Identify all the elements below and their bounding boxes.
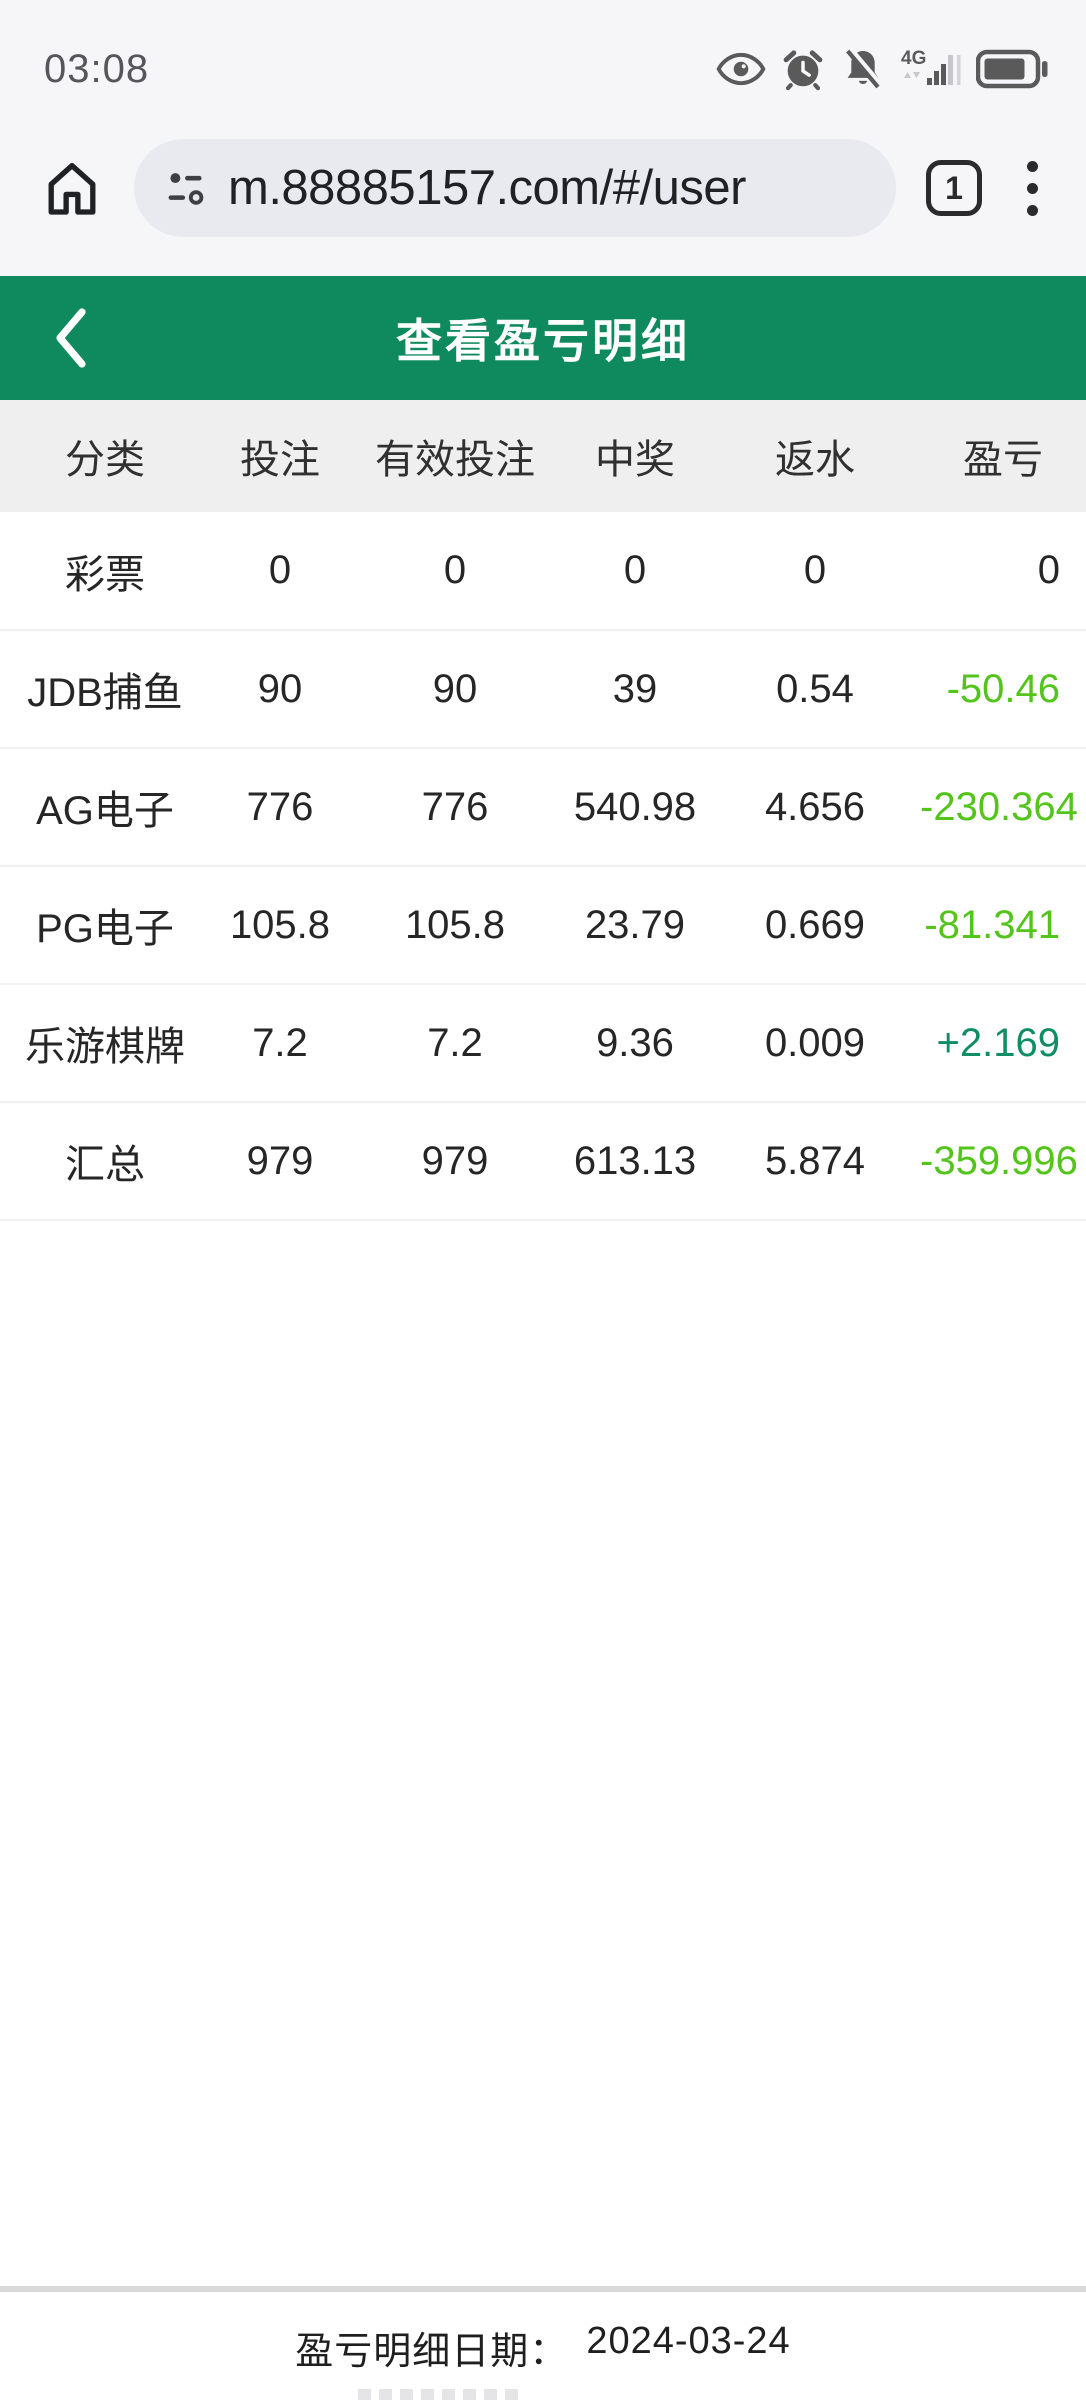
cell-valid-bet: 979 xyxy=(350,1102,560,1221)
cell-profit: +2.169 xyxy=(920,984,1086,1103)
status-icons: 4G xyxy=(716,46,1048,92)
page-title: 查看盈亏明细 xyxy=(396,315,690,367)
eye-icon xyxy=(716,52,766,86)
back-button[interactable] xyxy=(36,276,104,400)
col-header-bet: 投注 xyxy=(210,400,350,512)
cell-valid-bet: 105.8 xyxy=(350,866,560,985)
alarm-icon xyxy=(780,46,826,92)
cell-valid-bet: 776 xyxy=(350,748,560,867)
date-footer: 盈亏明细日期： 2024-03-24 xyxy=(0,2286,1086,2400)
app-header: 查看盈亏明细 xyxy=(0,276,1086,400)
cell-profit: 0 xyxy=(920,512,1086,631)
cell-valid-bet: 7.2 xyxy=(350,984,560,1103)
cell-win: 540.98 xyxy=(560,748,710,867)
table-row: JDB捕鱼 90 90 39 0.54 -50.46 xyxy=(0,630,1086,749)
cell-win: 613.13 xyxy=(560,1102,710,1221)
cell-category: 乐游棋牌 xyxy=(0,984,210,1103)
cell-bet: 776 xyxy=(210,748,350,867)
cell-win: 39 xyxy=(560,630,710,749)
status-bar: 03:08 xyxy=(0,0,1086,100)
cell-rebate: 0.669 xyxy=(710,866,920,985)
browser-toolbar: m.88885157.com/#/user 1 xyxy=(0,100,1086,276)
cell-category: 彩票 xyxy=(0,512,210,631)
date-picker-ghost-row xyxy=(358,2389,526,2400)
date-value: 2024-03-24 xyxy=(586,2320,791,2362)
bell-muted-icon xyxy=(840,46,886,92)
col-header-profit: 盈亏 xyxy=(920,400,1086,512)
cell-win: 23.79 xyxy=(560,866,710,985)
tab-switcher-button[interactable]: 1 xyxy=(926,160,982,216)
cell-bet: 0 xyxy=(210,512,350,631)
cell-win: 0 xyxy=(560,512,710,631)
site-settings-icon xyxy=(164,166,208,210)
cell-bet: 979 xyxy=(210,1102,350,1221)
battery-icon xyxy=(976,49,1048,89)
table-row: AG电子 776 776 540.98 4.656 -230.364 xyxy=(0,748,1086,867)
cell-win: 9.36 xyxy=(560,984,710,1103)
table-row: PG电子 105.8 105.8 23.79 0.669 -81.341 xyxy=(0,866,1086,985)
table-header-row: 分类 投注 有效投注 中奖 返水 盈亏 xyxy=(0,400,1086,512)
cell-category: JDB捕鱼 xyxy=(0,630,210,749)
signal-4g-icon: 4G xyxy=(900,46,962,92)
table-row: 乐游棋牌 7.2 7.2 9.36 0.009 +2.169 xyxy=(0,984,1086,1103)
col-header-category: 分类 xyxy=(0,400,210,512)
table-row: 彩票 0 0 0 0 0 xyxy=(0,512,1086,631)
col-header-rebate: 返水 xyxy=(710,400,920,512)
profit-loss-table: 分类 投注 有效投注 中奖 返水 盈亏 彩票 0 0 0 0 0 JDB捕鱼 9… xyxy=(0,400,1086,1221)
browser-menu-button[interactable] xyxy=(1012,152,1052,224)
table-row-summary: 汇总 979 979 613.13 5.874 -359.996 xyxy=(0,1102,1086,1221)
cell-profit: -50.46 xyxy=(920,630,1086,749)
cell-bet: 105.8 xyxy=(210,866,350,985)
col-header-valid-bet: 有效投注 xyxy=(350,400,560,512)
cell-profit: -81.341 xyxy=(920,866,1086,985)
date-label: 盈亏明细日期： xyxy=(295,2331,569,2373)
cell-valid-bet: 0 xyxy=(350,512,560,631)
cell-valid-bet: 90 xyxy=(350,630,560,749)
tab-count: 1 xyxy=(945,169,963,206)
col-header-win: 中奖 xyxy=(560,400,710,512)
clock-time: 03:08 xyxy=(44,47,150,91)
url-text: m.88885157.com/#/user xyxy=(228,161,746,215)
home-button[interactable] xyxy=(40,156,104,220)
address-bar[interactable]: m.88885157.com/#/user xyxy=(134,139,896,237)
cell-rebate: 4.656 xyxy=(710,748,920,867)
cell-category: PG电子 xyxy=(0,866,210,985)
cell-category: 汇总 xyxy=(0,1102,210,1221)
svg-text:4G: 4G xyxy=(901,48,926,69)
cell-profit: -359.996 xyxy=(920,1102,1086,1221)
cell-bet: 90 xyxy=(210,630,350,749)
cell-bet: 7.2 xyxy=(210,984,350,1103)
cell-rebate: 0 xyxy=(710,512,920,631)
cell-rebate: 0.009 xyxy=(710,984,920,1103)
profit-date-picker[interactable]: 盈亏明细日期： 2024-03-24 xyxy=(295,2320,790,2375)
cell-profit: -230.364 xyxy=(920,748,1086,867)
cell-rebate: 5.874 xyxy=(710,1102,920,1221)
cell-rebate: 0.54 xyxy=(710,630,920,749)
cell-category: AG电子 xyxy=(0,748,210,867)
